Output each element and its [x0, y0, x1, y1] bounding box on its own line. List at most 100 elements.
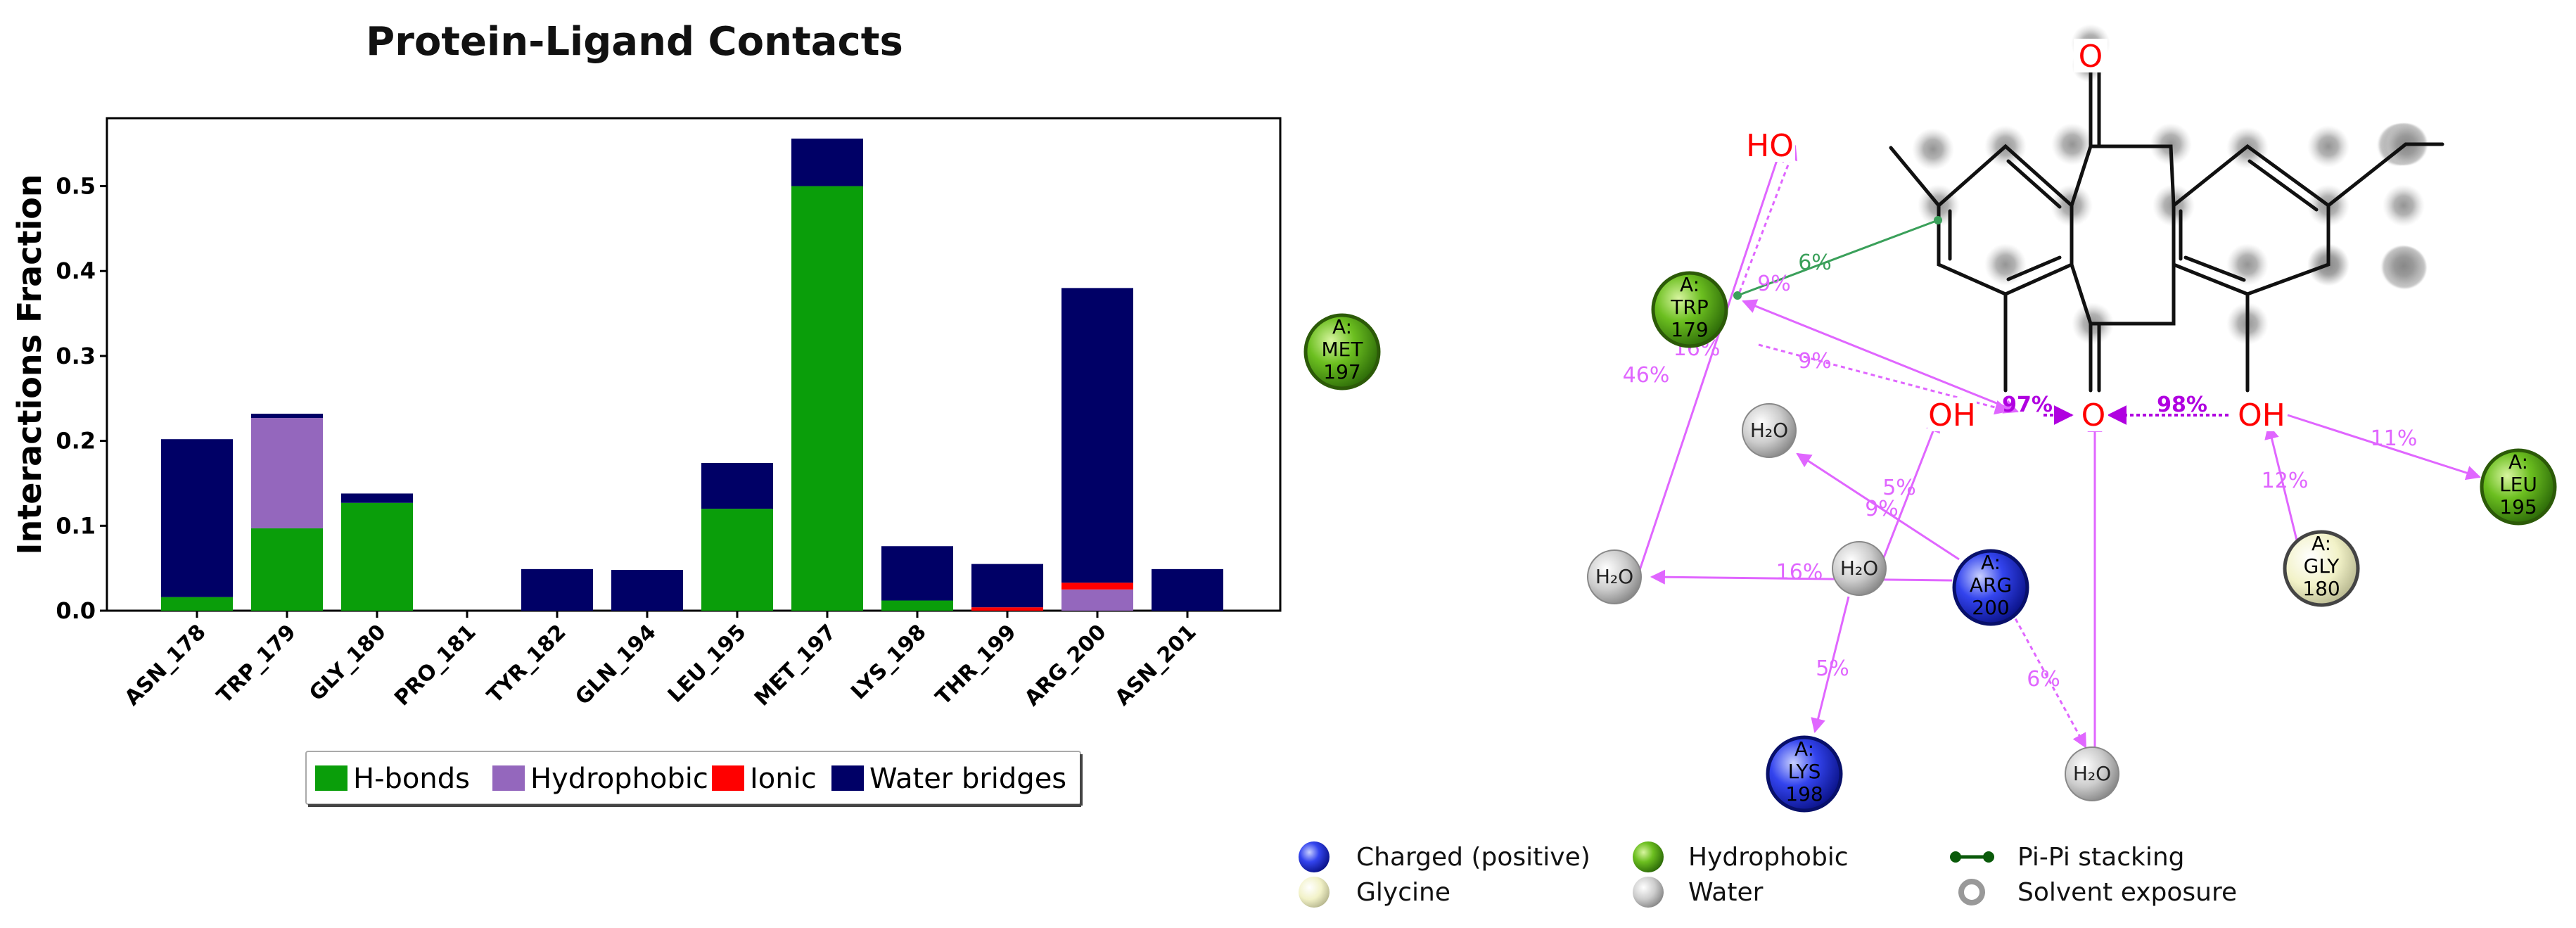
legend-hydrophobic: Hydrophobic: [1688, 843, 1849, 872]
bar-segment: [1061, 288, 1133, 583]
chart-title: Protein-Ligand Contacts: [366, 19, 903, 65]
atom-oh-1: OH: [1928, 398, 1976, 433]
water-lys198: [1811, 596, 1850, 734]
legend-label: Water bridges: [869, 763, 1066, 795]
y-tick-label: 0.3: [56, 343, 96, 369]
svg-text:TRP: TRP: [1670, 295, 1708, 319]
bar-segment: [701, 463, 773, 509]
x-tick-label: ASN_178: [120, 620, 211, 711]
water-3: H₂O: [1832, 541, 1887, 596]
diagram-legend: Charged (positive) Hydrophobic Pi-Pi sta…: [1299, 841, 2237, 908]
bar-segment: [791, 138, 863, 186]
water-ho-line: [1634, 146, 1784, 583]
arg200-water-16: [1650, 569, 1953, 585]
y-tick-label: 0.1: [56, 512, 96, 539]
svg-text:195: 195: [2499, 495, 2537, 519]
glycine-ball-icon: [1299, 877, 1330, 908]
x-tick-label: PRO_181: [390, 620, 481, 711]
y-axis-ticks: 0.0 0.1 0.2 0.3 0.4 0.5: [56, 173, 107, 624]
solvent-exposure-halos: [1912, 24, 2428, 345]
x-tick-label: TRP_179: [212, 620, 301, 708]
bar-segment: [251, 418, 323, 528]
y-tick-label: 0.5: [56, 173, 96, 200]
arg200-water-9: [1796, 452, 1960, 561]
x-tick-label: GLY_180: [305, 620, 391, 706]
svg-text:ARG: ARG: [1970, 573, 2012, 597]
bar-segment: [881, 600, 953, 611]
bar-segment: [881, 546, 953, 601]
pct-met: 46%: [1623, 363, 1670, 388]
water-ball-icon: [1633, 877, 1664, 908]
bar-segment: [971, 607, 1043, 611]
legend-solvent: Solvent exposure: [2017, 878, 2237, 907]
pct-97: 97%: [2002, 393, 2053, 417]
svg-text:198: 198: [1785, 782, 1823, 806]
residue-gly180: A: GLY 180: [2283, 530, 2360, 607]
legend-swatch: [315, 765, 347, 791]
residues: A: MET 197 A: TRP 179 A: LEU 195 A: GLY …: [1303, 271, 2557, 813]
hydrophobic-ball-icon: [1633, 841, 1664, 872]
solvent-exposure-icon: [1958, 879, 1985, 905]
legend-swatch: [492, 765, 525, 791]
residue-lys198: A: LYS 198: [1766, 735, 1843, 813]
x-tick-label: TYR_182: [483, 620, 571, 708]
svg-text:GLY: GLY: [2304, 554, 2340, 578]
svg-text:A:: A:: [1981, 551, 2001, 574]
legend-glycine: Glycine: [1356, 878, 1450, 907]
pct-pipi: 6%: [1798, 250, 1832, 275]
residue-arg200: A: ARG 200: [1952, 549, 2029, 626]
charged-ball-icon: [1299, 841, 1330, 872]
y-axis-label: Interactions Fraction: [11, 174, 49, 554]
bar-segment: [1152, 568, 1223, 611]
bar-segment: [791, 186, 863, 611]
atom-o-mid: O: [2081, 398, 2106, 433]
ligand-atom-labels: O HO OH O OH: [1745, 39, 2286, 433]
pct-arg-w9: 9%: [1865, 497, 1899, 521]
y-tick-label: 0.0: [56, 597, 96, 624]
pct-arg-16: 16%: [1776, 560, 1823, 585]
ligand-structure: [1889, 65, 2444, 393]
residue-met197: A: MET 197: [1303, 313, 1381, 390]
residue-leu195: A: LEU 195: [2480, 448, 2557, 526]
svg-text:LEU: LEU: [2499, 473, 2537, 496]
bar-segment: [341, 502, 413, 611]
x-tick-label: LYS_198: [846, 620, 931, 704]
bar-segment: [521, 568, 593, 611]
bar-chart: Protein-Ligand Contacts Interactions Fra…: [11, 19, 1282, 807]
svg-text:H₂O: H₂O: [1750, 419, 1788, 442]
water-oh-5: [1880, 417, 1940, 564]
svg-text:A:: A:: [1794, 737, 1814, 761]
x-tick-label: GLN_194: [570, 620, 661, 710]
pct-leu: 11%: [2371, 426, 2418, 451]
pct-trp-oh: 9%: [1798, 349, 1832, 374]
arg200-water-6: [2010, 611, 2087, 749]
met197-oh-hbond: [1742, 299, 2019, 414]
x-tick-label: MET_197: [750, 620, 841, 711]
chart-legend: H-bonds Hydrophobic Ionic Water bridges: [305, 751, 1083, 807]
x-tick-label: ASN_201: [1111, 620, 1201, 711]
svg-text:A:: A:: [1332, 315, 1352, 338]
bar-segment: [1061, 589, 1133, 611]
percentage-labels: 6% 9% 16% 9% 46% 97% 98% 11% 12% 5% 9% 1…: [1623, 250, 2418, 692]
bar-segment: [611, 570, 683, 611]
y-tick-label: 0.4: [56, 258, 96, 284]
legend-swatch: [831, 765, 864, 791]
pct-98: 98%: [2157, 393, 2207, 417]
svg-text:A:: A:: [1680, 273, 1700, 296]
bar-segment: [251, 528, 323, 611]
gly180-oh: [2264, 424, 2300, 549]
atom-ho-left: HO: [1746, 128, 1794, 164]
water-1: H₂O: [1742, 403, 1797, 458]
legend-label: Hydrophobic: [530, 763, 708, 795]
bar-segment: [341, 493, 413, 503]
atom-o-top: O: [2079, 39, 2103, 75]
water-2: H₂O: [1587, 549, 1642, 604]
pct-arg-w6: 6%: [2027, 667, 2060, 692]
x-tick-label: ARG_200: [1020, 620, 1111, 711]
bars: [161, 138, 1223, 611]
svg-text:H₂O: H₂O: [1595, 565, 1633, 588]
bar-segment: [161, 597, 233, 611]
bar-segment: [701, 509, 773, 611]
